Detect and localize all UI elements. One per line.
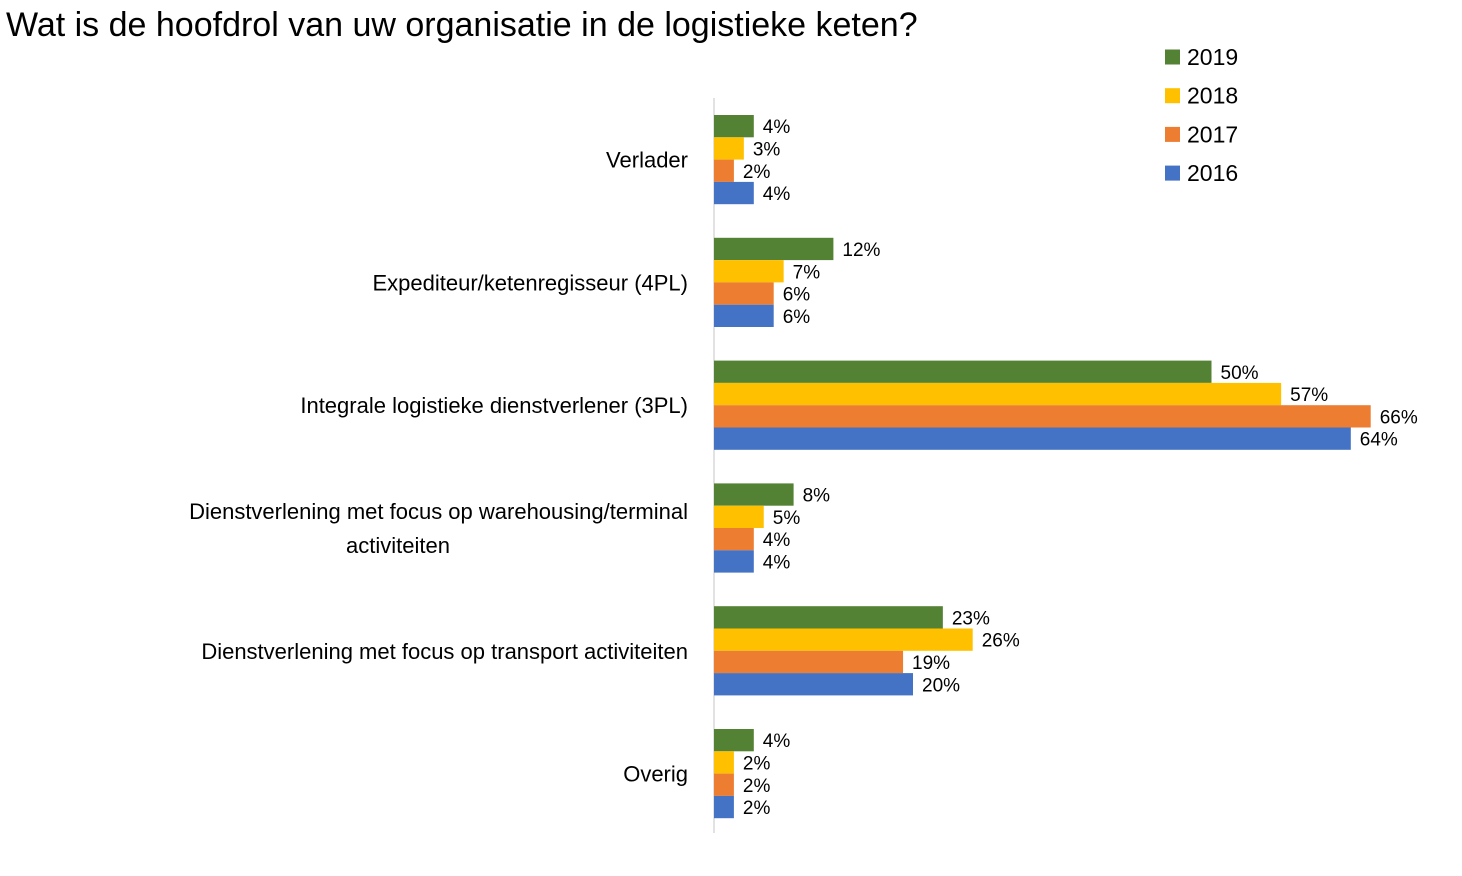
data-label-2018: 7%: [793, 262, 821, 283]
data-label-2017: 6%: [783, 285, 811, 306]
legend-label-2017: 2017: [1187, 121, 1238, 147]
bar-2017: [714, 528, 754, 551]
category-label: Overig: [623, 762, 688, 787]
category-label: Expediteur/ketenregisseur (4PL): [373, 270, 689, 295]
data-label-2019: 23%: [952, 608, 990, 629]
legend-swatch-2019: [1165, 49, 1180, 65]
data-label-2017: 2%: [743, 776, 771, 797]
legend-label-2019: 2019: [1187, 44, 1238, 70]
data-label-2017: 2%: [743, 162, 771, 183]
data-label-2016: 4%: [763, 552, 791, 573]
data-label-2017: 4%: [763, 530, 791, 551]
data-label-2019: 12%: [842, 240, 880, 261]
data-label-2016: 6%: [783, 307, 811, 328]
bar-2019: [714, 606, 943, 629]
bar-2017: [714, 773, 734, 796]
data-label-2018: 2%: [743, 753, 771, 774]
data-label-2019: 4%: [763, 731, 791, 752]
data-label-2016: 64%: [1360, 430, 1398, 451]
data-label-2017: 19%: [912, 653, 950, 674]
category-label: activiteiten: [346, 533, 450, 558]
bar-2016: [714, 673, 913, 696]
data-label-2019: 4%: [763, 117, 791, 138]
data-label-2018: 5%: [773, 508, 801, 529]
category-label: Integrale logistieke dienstverlener (3PL…: [300, 393, 688, 418]
bar-2019: [714, 237, 834, 261]
bar-2016: [714, 304, 774, 327]
data-label-2016: 2%: [743, 798, 771, 819]
bar-2018: [714, 751, 734, 774]
bar-2017: [714, 650, 904, 674]
bar-2019: [714, 115, 754, 138]
legend-swatch-2016: [1165, 165, 1180, 181]
legend-label-2018: 2018: [1187, 83, 1238, 109]
legend-swatch-2017: [1165, 126, 1180, 142]
bar-2017: [714, 405, 1371, 428]
category-label: Dienstverlening met focus op warehousing…: [189, 499, 688, 524]
bar-2018: [714, 628, 973, 651]
category-label: Verlader: [606, 148, 688, 173]
bar-2016: [714, 550, 754, 573]
data-label-2016: 20%: [922, 675, 960, 696]
bar-2016: [714, 427, 1351, 450]
data-label-2019: 50%: [1221, 363, 1259, 384]
bar-2016: [714, 795, 734, 819]
data-label-2018: 3%: [753, 139, 781, 160]
legend-swatch-2018: [1165, 88, 1180, 104]
bar-2018: [714, 260, 784, 283]
data-label-2019: 8%: [803, 486, 831, 507]
data-label-2016: 4%: [763, 184, 791, 205]
legend-label-2016: 2016: [1187, 160, 1238, 186]
data-label-2017: 66%: [1380, 407, 1418, 428]
bar-2018: [714, 505, 764, 528]
data-label-2018: 57%: [1290, 385, 1328, 406]
chart-title: Wat is de hoofdrol van uw organisatie in…: [6, 6, 918, 44]
bar-2018: [714, 137, 744, 160]
bar-2017: [714, 282, 774, 305]
bar-2018: [714, 382, 1282, 406]
category-label: Dienstverlening met focus op transport a…: [201, 639, 688, 664]
bar-2019: [714, 729, 754, 752]
bar-2019: [714, 483, 794, 506]
bar-2016: [714, 181, 754, 205]
bar-2017: [714, 159, 734, 182]
bar-2019: [714, 360, 1212, 383]
data-label-2018: 26%: [982, 631, 1020, 652]
